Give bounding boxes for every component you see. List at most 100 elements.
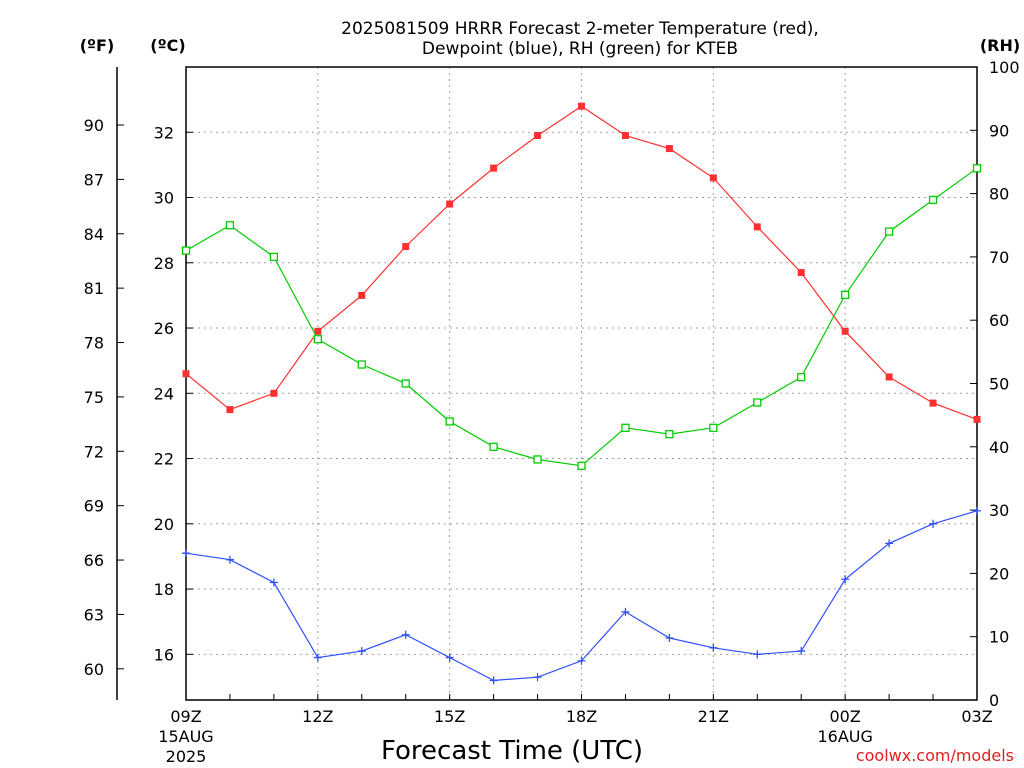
x-tick-label: 09Z: [170, 707, 201, 726]
fahrenheit-tick-label: 69: [84, 497, 104, 516]
x-tick-label: 03Z: [961, 707, 992, 726]
temp-point: [621, 132, 629, 140]
dewpoint-point: [577, 656, 586, 665]
credit-text: coolwx.com/models: [856, 746, 1014, 765]
temp-point: [490, 164, 498, 172]
rh-point: [269, 252, 279, 262]
dewpoint-point: [665, 634, 674, 643]
rh-tick-label: 70: [989, 248, 1009, 267]
dewpoint-point: [797, 647, 806, 656]
fahrenheit-tick-label: 87: [84, 170, 104, 189]
temp-point: [885, 373, 893, 381]
temp-point: [578, 102, 585, 110]
rh-tick-label: 50: [989, 375, 1009, 394]
rh-point: [928, 195, 938, 205]
celsius-tick-label: 26: [154, 319, 174, 338]
rh-point: [313, 335, 322, 344]
rh-tick-label: 90: [989, 121, 1009, 140]
temp-point: [446, 200, 454, 208]
dewpoint-point: [313, 653, 322, 662]
celsius-tick-label: 32: [154, 123, 174, 142]
rh-tick-label: 0: [989, 691, 999, 710]
fahrenheit-tick-label: 78: [84, 334, 104, 353]
celsius-unit-label: (ºC): [150, 36, 185, 55]
rh-point: [489, 442, 498, 451]
rh-point: [445, 417, 454, 426]
dewpoint-point: [973, 506, 981, 515]
fahrenheit-tick-label: 84: [84, 225, 104, 244]
rh-tick-label: 100: [989, 58, 1020, 77]
fahrenheit-tick-label: 75: [84, 388, 104, 407]
dewpoint-point: [357, 647, 366, 656]
temp-point: [665, 145, 673, 153]
rh-point: [621, 423, 630, 432]
celsius-tick-label: 24: [154, 384, 174, 403]
fahrenheit-tick-label: 90: [84, 116, 104, 135]
chart-title-line2: Dewpoint (blue), RH (green) for KTEB: [422, 39, 738, 59]
rh-tick-label: 20: [989, 564, 1009, 583]
dewpoint-point: [269, 578, 278, 587]
fahrenheit-tick-label: 63: [84, 605, 104, 624]
rh-point: [225, 221, 235, 230]
rh-point: [884, 227, 894, 236]
temp-point: [534, 132, 542, 140]
celsius-tick-label: 30: [154, 189, 174, 208]
fahrenheit-tick-label: 66: [84, 551, 104, 570]
dewpoint-point: [753, 650, 762, 659]
temp-point: [797, 269, 805, 277]
celsius-tick-label: 18: [154, 580, 174, 599]
temp-point: [358, 291, 366, 299]
rh-point: [841, 290, 850, 300]
x-tick-date-label: 16AUG: [817, 727, 872, 746]
rh-point: [665, 429, 674, 439]
dewpoint-point: [621, 607, 630, 616]
temp-point: [973, 415, 981, 423]
fahrenheit-unit-label: (ºF): [80, 36, 115, 55]
rh-unit-label: (RH): [980, 36, 1020, 55]
celsius-tick-label: 16: [154, 645, 174, 664]
plot-frame: [185, 66, 978, 701]
dewpoint-point: [445, 653, 454, 662]
dewpoint-point: [225, 555, 234, 564]
rh-tick-label: 60: [989, 311, 1009, 330]
celsius-tick-label: 28: [154, 254, 174, 273]
rh-point: [797, 373, 806, 382]
rh-tick-label: 30: [989, 501, 1009, 520]
rh-point: [577, 461, 586, 470]
rh-point: [357, 360, 366, 369]
dewpoint-point: [929, 519, 938, 528]
rh-series: [181, 164, 982, 470]
x-tick-label: 18Z: [566, 707, 597, 726]
temp-point: [314, 327, 322, 335]
rh-tick-label: 10: [989, 628, 1009, 647]
temp-point: [226, 406, 234, 414]
dewpoint-point: [182, 549, 190, 558]
dewpoint-series: [182, 506, 981, 685]
chart-title-line1: 2025081509 HRRR Forecast 2-meter Tempera…: [341, 19, 819, 39]
dewpoint-point: [709, 643, 718, 652]
rh-point: [709, 423, 718, 432]
temp-series: [182, 102, 981, 423]
temp-point: [182, 370, 190, 378]
temp-point: [709, 174, 717, 182]
x-axis-label: Forecast Time (UTC): [381, 736, 643, 766]
dewpoint-point: [841, 575, 850, 584]
rh-point: [753, 398, 762, 407]
temp-point: [929, 399, 937, 407]
x-tick-label: 00Z: [830, 707, 861, 726]
rh-tick-label: 80: [989, 185, 1009, 204]
rh-point: [972, 164, 982, 173]
dewpoint-point: [885, 539, 894, 548]
temp-point: [270, 389, 278, 397]
x-tick-year-label: 2025: [166, 747, 207, 766]
rh-point: [401, 379, 410, 388]
rh-tick-label: 40: [989, 438, 1009, 457]
grid-lines: [186, 67, 977, 700]
chart-title: 2025081509 HRRR Forecast 2-meter Tempera…: [341, 19, 819, 59]
dewpoint-point: [489, 676, 498, 685]
data-series: [181, 102, 982, 685]
temp-point: [841, 327, 849, 335]
x-tick-date-label: 15AUG: [158, 727, 213, 746]
fahrenheit-tick-label: 81: [84, 279, 104, 298]
